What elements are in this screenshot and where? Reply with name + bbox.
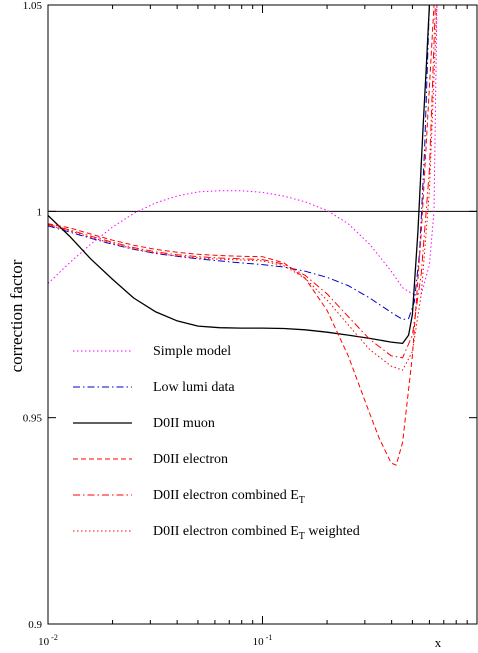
y-tick-label: 1 bbox=[37, 206, 43, 218]
y-axis-label: correction factor bbox=[7, 259, 26, 372]
y-tick-label: 1.05 bbox=[23, 0, 43, 12]
legend-label: D0II muon bbox=[153, 416, 215, 431]
series-line-1 bbox=[48, 5, 438, 295]
series-line-2 bbox=[48, 5, 430, 320]
x-axis-label: x bbox=[435, 635, 442, 650]
y-tick-label: 0.9 bbox=[28, 619, 42, 631]
legend-label: D0II electron combined ET bbox=[153, 488, 305, 506]
legend-label: Low lumi data bbox=[153, 380, 235, 395]
x-tick-label: 10 -2 bbox=[38, 633, 58, 648]
legend-label: D0II electron combined ET weighted bbox=[153, 524, 360, 542]
x-tick-label: 10 -1 bbox=[253, 633, 273, 648]
series-line-6 bbox=[48, 5, 438, 371]
legend-label: D0II electron bbox=[153, 452, 228, 467]
series-line-4 bbox=[48, 5, 435, 466]
series-line-5 bbox=[48, 5, 436, 359]
legend-label: Simple model bbox=[153, 344, 231, 359]
y-tick-label: 0.95 bbox=[23, 413, 43, 425]
series-line-3 bbox=[48, 5, 431, 345]
